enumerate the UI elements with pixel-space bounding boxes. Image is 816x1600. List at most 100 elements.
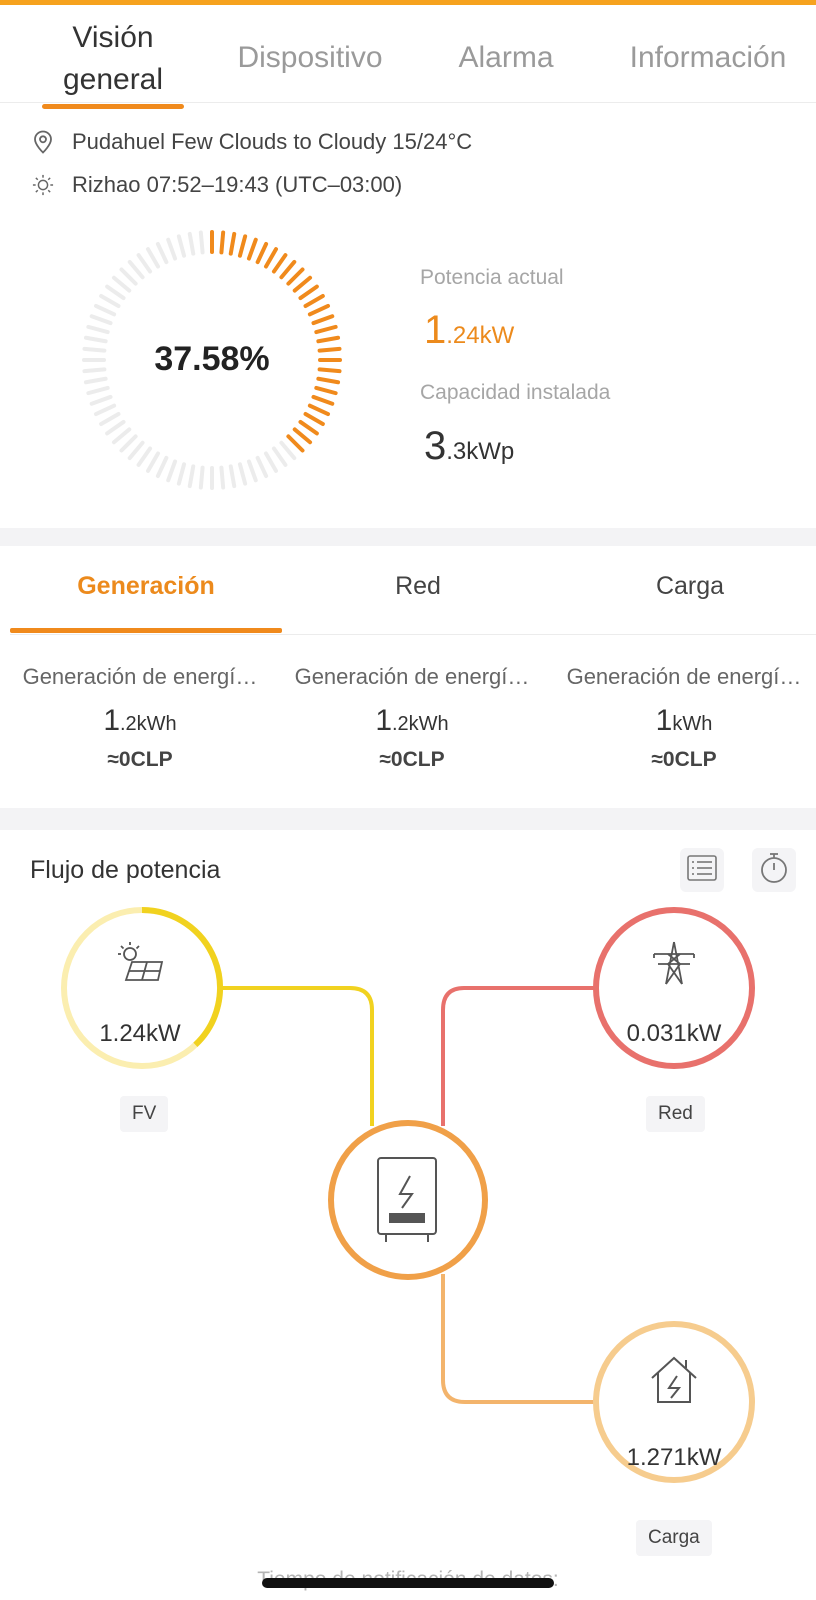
- power-tower-icon: [653, 941, 695, 985]
- active-tab-underline: [42, 104, 184, 109]
- weather-text: Pudahuel Few Clouds to Cloudy 15/24°C: [72, 129, 473, 154]
- red-node: [593, 907, 755, 1069]
- gauge-tick: [176, 462, 187, 486]
- stopwatch-icon: [759, 852, 789, 889]
- gauge-tick: [271, 446, 288, 467]
- gauge-tick: [279, 259, 297, 280]
- current-power-label: Potencia actual: [420, 266, 564, 289]
- gauge-tick: [228, 231, 237, 256]
- gauge-tick: [316, 376, 341, 385]
- installed-capacity-int: 3: [424, 424, 447, 468]
- installed-capacity-label: Capacidad instalada: [420, 381, 611, 404]
- gauge-tick: [176, 234, 187, 258]
- installed-capacity-value: 3.3kWp: [424, 424, 514, 469]
- timer-button[interactable]: [752, 848, 796, 892]
- generation-stat[interactable]: Generación de energí… 1.2kWh ≈0CLP: [276, 664, 548, 772]
- gauge-tick: [99, 294, 121, 308]
- current-power-value: 1.24kW: [424, 308, 514, 353]
- gauge-tick: [86, 385, 110, 396]
- gauge-tick: [317, 367, 342, 374]
- gauge-tick: [111, 275, 132, 293]
- subtab-carga[interactable]: Carga: [655, 572, 725, 600]
- tab-label: Alarma: [458, 41, 554, 74]
- gauge-tick: [292, 427, 313, 445]
- subtab-generacion[interactable]: Generación: [77, 572, 215, 600]
- gauge-tick: [198, 230, 205, 255]
- carga-flow-line: [441, 1274, 596, 1404]
- tab-informacion[interactable]: Información: [610, 37, 806, 79]
- home-indicator: [262, 1578, 554, 1588]
- inverter-node: [328, 1120, 488, 1280]
- fv-node: [61, 907, 223, 1069]
- gauge-tick: [93, 403, 117, 417]
- generation-stat[interactable]: Generación de energí… 1kWh ≈0CLP: [548, 664, 816, 772]
- gauge-tick: [127, 259, 145, 280]
- current-power-rest: .24kW: [446, 322, 515, 349]
- gauge-tick: [219, 465, 226, 490]
- generation-stat-label: Generación de energí…: [22, 664, 258, 689]
- gauge-tick: [166, 237, 178, 261]
- value-rest: .2kWh: [120, 713, 177, 735]
- gauge-tick: [187, 231, 196, 256]
- top-accent-bar: [0, 0, 816, 5]
- gauge-tick: [264, 247, 278, 269]
- generation-stat-money: ≈0CLP: [379, 748, 445, 771]
- grid-tag: Red: [646, 1096, 705, 1132]
- gauge-tick: [255, 455, 269, 479]
- sun-times-text: Rizhao 07:52–19:43 (UTC–03:00): [72, 172, 403, 197]
- power-flow-title: Flujo de potencia: [30, 856, 221, 884]
- fv-power-value: 1.24kW: [99, 1020, 181, 1047]
- gauge-tick: [219, 230, 226, 255]
- gauge-tick: [82, 367, 107, 374]
- value-int: 1: [655, 704, 673, 737]
- generation-stat-value: 1.2kWh: [4, 704, 276, 738]
- gauge-tick: [119, 434, 138, 453]
- gauge-tick: [155, 241, 169, 265]
- carga-node: [593, 1321, 755, 1483]
- gauge-tick: [83, 335, 108, 344]
- power-flow-diagram: [61, 907, 755, 1483]
- main-tab-bar: Visión general Dispositivo Alarma Inform…: [0, 5, 816, 109]
- current-power-int: 1: [424, 308, 447, 352]
- tab-dispositivo[interactable]: Dispositivo: [222, 37, 398, 79]
- gauge-tick: [246, 459, 258, 483]
- section-divider: [0, 528, 816, 546]
- gauge-tick: [303, 294, 325, 308]
- fv-flow-line: [220, 986, 374, 1126]
- gauge-tick: [146, 247, 160, 269]
- house-icon: [651, 1356, 697, 1403]
- gauge-tick: [286, 434, 305, 453]
- gauge-tick: [255, 241, 269, 265]
- gauge-tick: [105, 284, 126, 301]
- fv-ring-progress: [141, 907, 223, 1048]
- generation-stat-value: 1.2kWh: [276, 704, 548, 738]
- list-view-button[interactable]: [680, 848, 724, 892]
- tab-label: Dispositivo: [237, 41, 383, 74]
- gauge-tick: [127, 440, 145, 461]
- installed-capacity-rest: .3kWp: [446, 438, 515, 465]
- gauge-tick: [237, 234, 248, 258]
- gauge-tick: [317, 346, 342, 353]
- sun-times-row: Rizhao 07:52–19:43 (UTC–03:00): [32, 170, 402, 200]
- tab-label: Visión general: [62, 21, 164, 96]
- generation-stat[interactable]: Generación de energí… 1.2kWh ≈0CLP: [4, 664, 276, 772]
- generation-stat-label: Generación de energí…: [294, 664, 530, 689]
- tab-vision-general[interactable]: Visión general: [40, 17, 186, 109]
- subtab-divider: [10, 634, 816, 635]
- gauge-tick: [279, 440, 297, 461]
- value-rest: kWh: [672, 713, 713, 735]
- gauge-tick: [86, 324, 110, 335]
- gauge-tick: [166, 459, 178, 483]
- inverter-icon: [377, 1157, 437, 1242]
- tab-alarma[interactable]: Alarma: [448, 37, 564, 79]
- sun-icon: [32, 172, 54, 198]
- gauge-tick: [187, 464, 196, 489]
- gauge-tick: [136, 253, 153, 274]
- gauge-tick: [82, 346, 107, 353]
- subtab-red[interactable]: Red: [395, 572, 441, 600]
- red-flow-line: [441, 986, 596, 1126]
- gauge-tick: [307, 303, 331, 317]
- gauge-tick: [93, 303, 117, 317]
- gauge-tick: [111, 427, 132, 445]
- gauge-tick: [314, 385, 338, 396]
